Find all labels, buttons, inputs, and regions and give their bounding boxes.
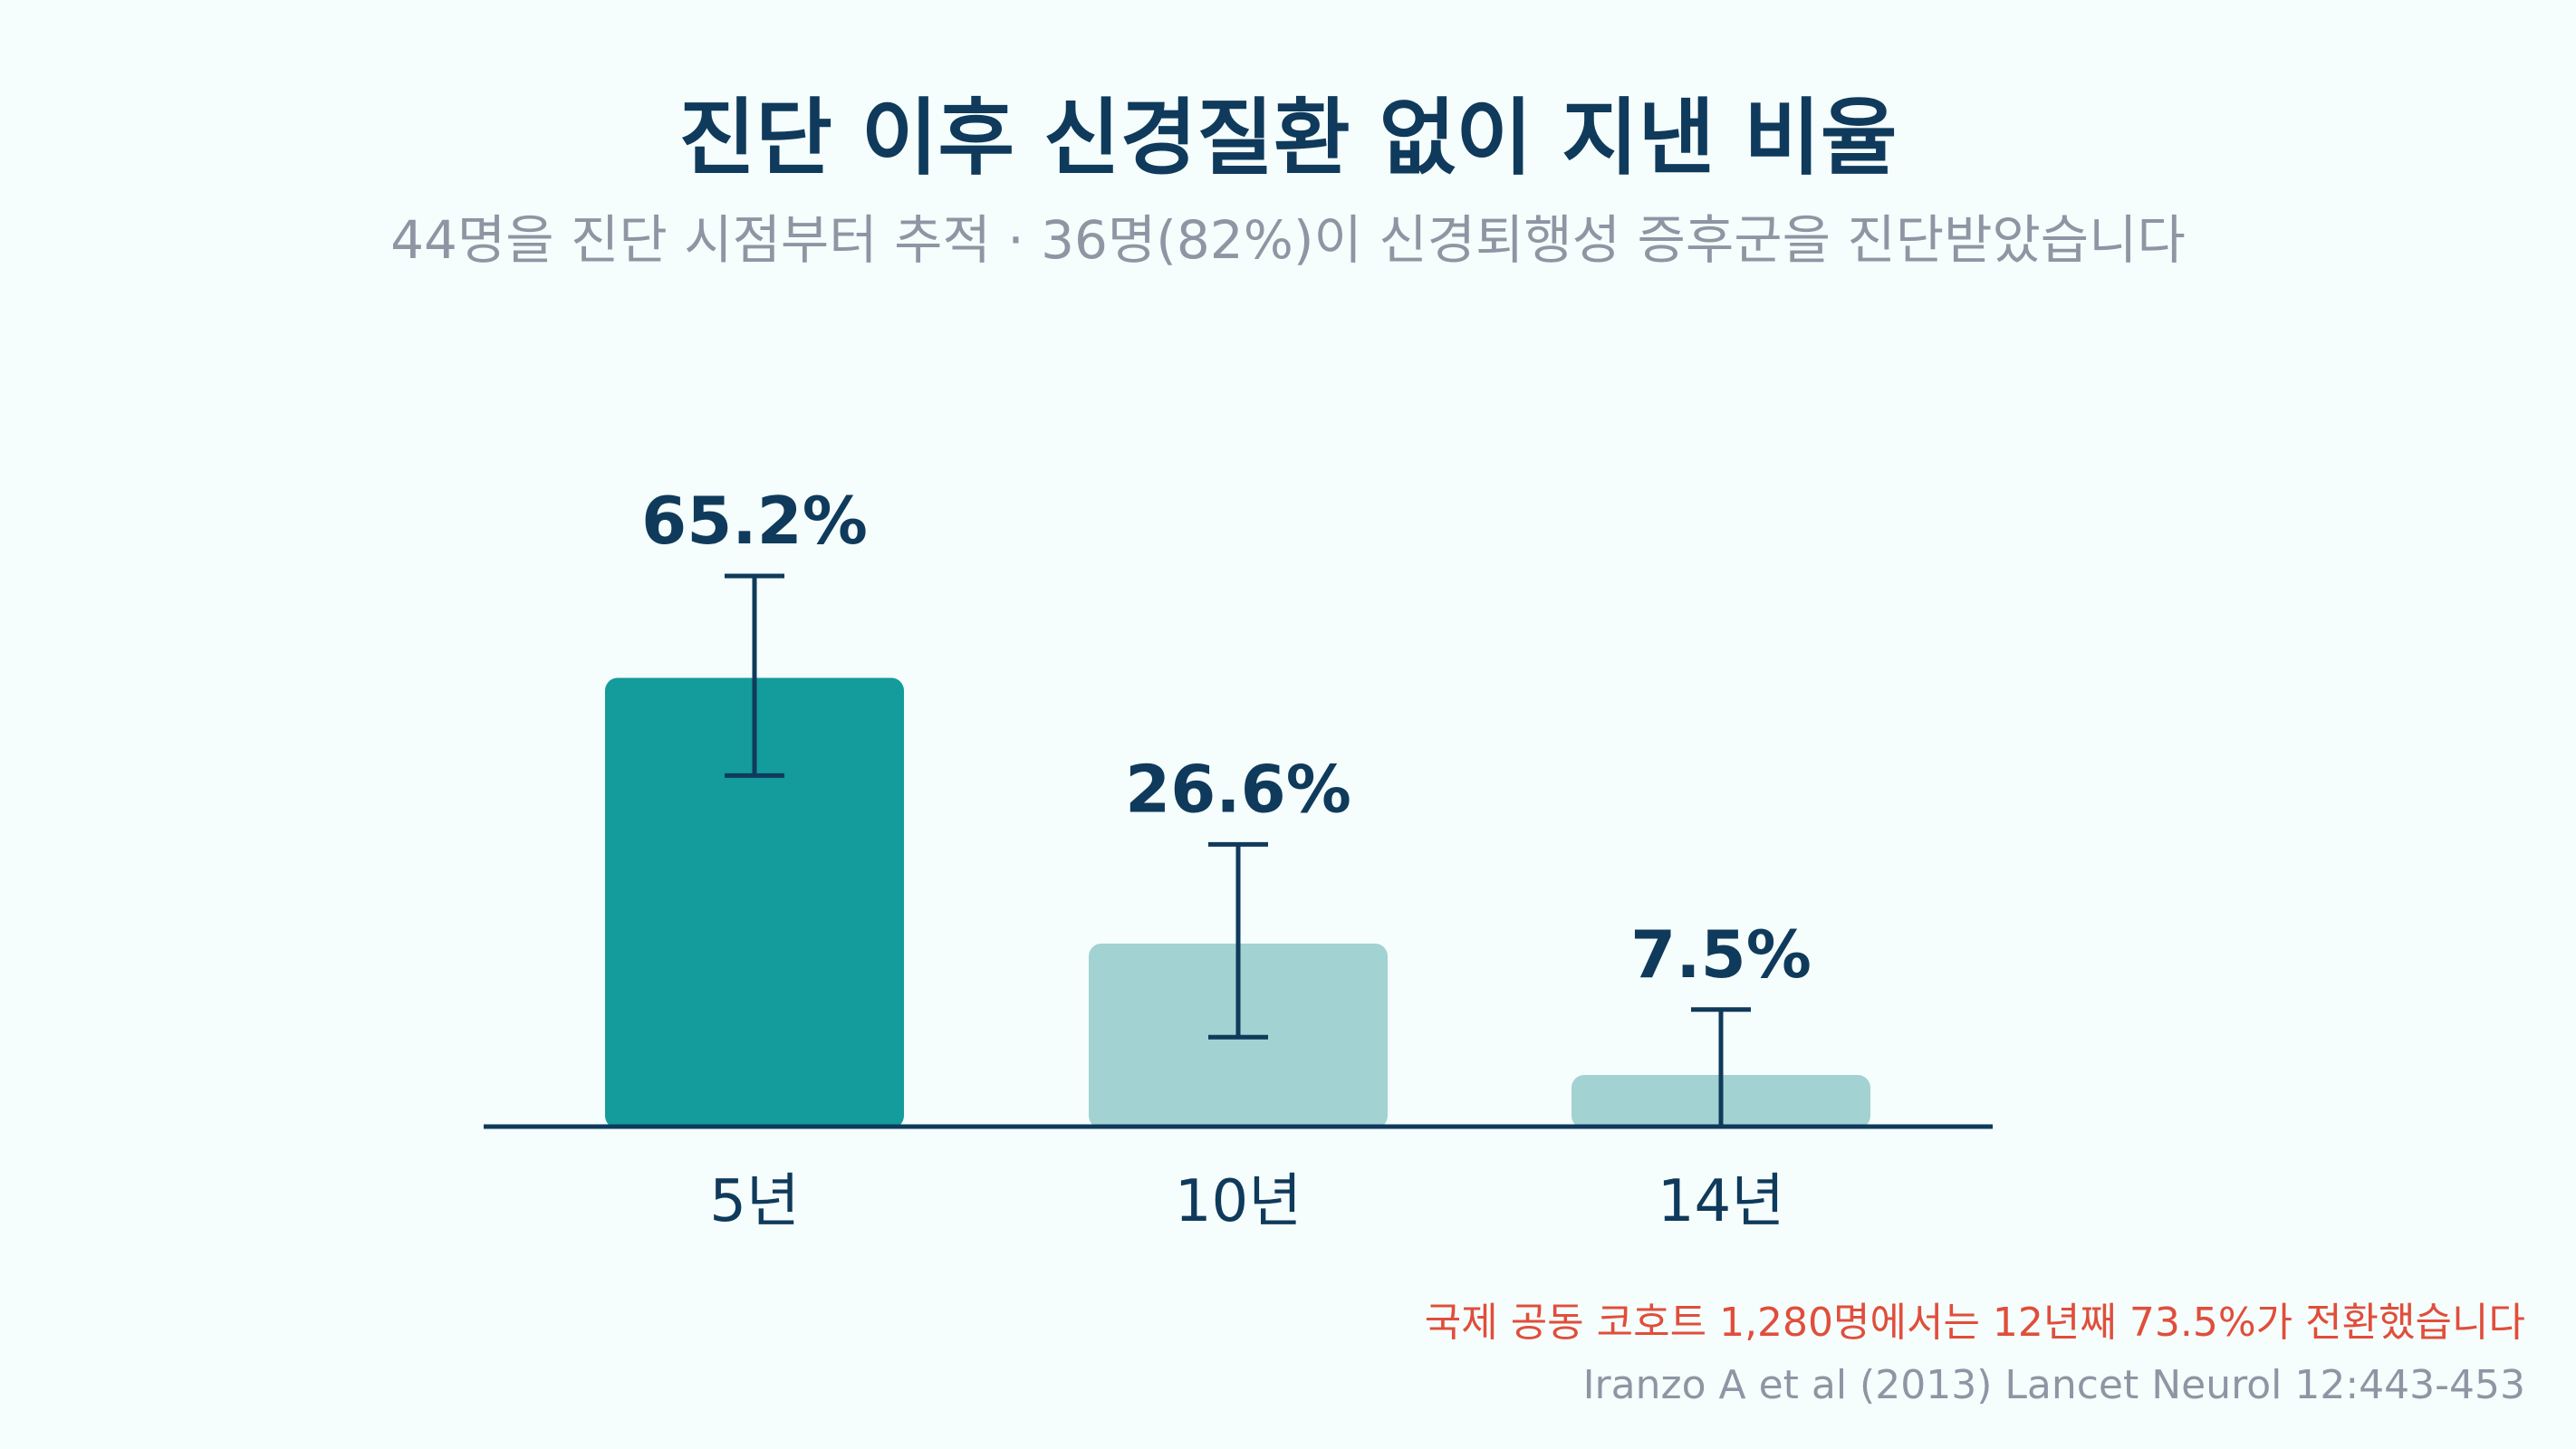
source-citation: Iranzo A et al (2013) Lancet Neurol 12:4… bbox=[1582, 1362, 2525, 1408]
category-label-2: 10년 bbox=[1175, 1168, 1302, 1235]
value-label-1: 65.2% bbox=[641, 483, 868, 559]
error-bars-layer bbox=[725, 573, 1751, 1129]
bar-1 bbox=[605, 677, 904, 1128]
category-label-1: 5년 bbox=[709, 1168, 800, 1235]
error-bar-1 bbox=[725, 573, 784, 778]
labels-layer: 65.2% 5년 26.6% 10년 7.5% 14년 bbox=[641, 483, 1812, 1235]
category-label-3: 14년 bbox=[1658, 1168, 1784, 1235]
chart-subtitle: 44명을 진단 시점부터 추적 · 36명(82%)이 신경퇴행성 증후군을 진… bbox=[390, 209, 2186, 271]
error-bar-2 bbox=[1208, 841, 1268, 1040]
chart-title: 진단 이후 신경질환 없이 지낸 비율 bbox=[678, 90, 1898, 187]
value-label-3: 7.5% bbox=[1630, 916, 1812, 993]
cohort-note: 국제 공동 코호트 1,280명에서는 12년째 73.5%가 전환했습니다 bbox=[1424, 1300, 2525, 1346]
bars-layer bbox=[605, 677, 1870, 1128]
value-label-2: 26.6% bbox=[1125, 751, 1351, 827]
